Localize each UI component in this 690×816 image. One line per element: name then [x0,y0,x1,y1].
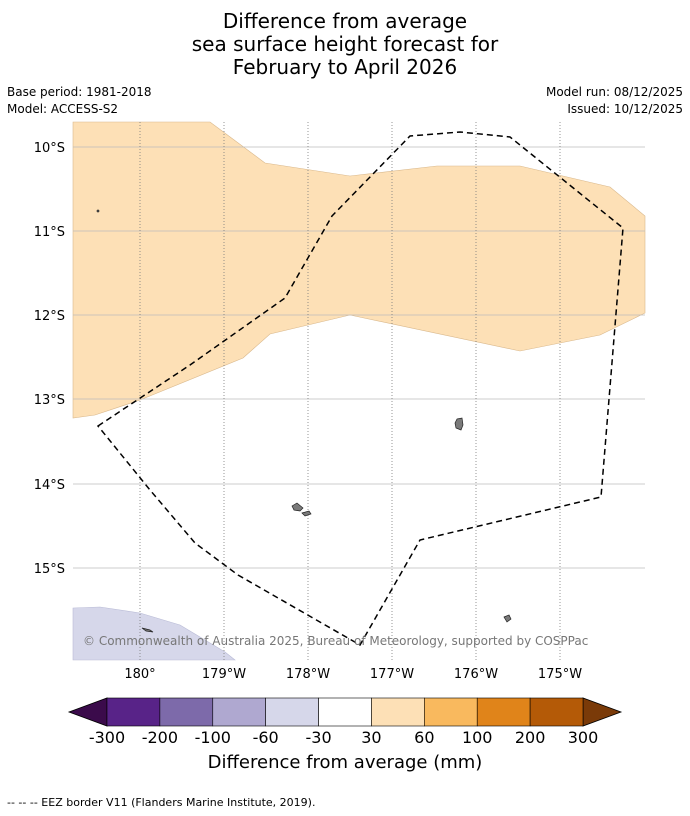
meta-right: Model run: 08/12/2025 Issued: 10/12/2025 [546,84,683,118]
colorbar-tick-label: 300 [568,728,599,745]
lat-gridlines [73,146,645,569]
colorbar-tick-label: 30 [361,728,381,745]
island-wallis [454,417,464,431]
lat-label-10s: 10°S [34,141,65,156]
lat-labels: 10°S 11°S 12°S 13°S 14°S 15°S [34,141,65,577]
title-line-3: February to April 2026 [232,55,458,79]
lat-label-15s: 15°S [34,562,65,577]
colorbar-bin-4 [318,697,372,727]
colorbar-bin-2 [212,697,266,727]
lon-label-175w: 175°W [538,667,582,682]
island-niuafoou [503,614,512,623]
anomaly-region-neg-30-60 [72,606,236,661]
model-name: Model: ACCESS-S2 [7,102,119,116]
colorbar-bin-6 [424,697,478,727]
title-line-1: Difference from average [222,9,468,33]
lat-label-14s: 14°S [34,478,65,493]
colorbar-tick-label: -300 [89,728,125,745]
colorbar-over-triangle [582,697,623,727]
eez-border [96,131,624,647]
colorbar-tick-label: -100 [195,728,231,745]
colorbar-tick-label: 60 [414,728,434,745]
lon-label-179w: 179°W [202,667,246,682]
lon-label-178w: 178°W [286,667,330,682]
colorbar-bin-7 [476,697,531,727]
base-period: Base period: 1981-2018 [7,85,152,99]
colorbar-bin-5 [371,697,425,727]
island-small [96,209,100,213]
colorbar-tick-label: -60 [253,728,279,745]
map-figure: © Commonwealth of Australia 2025, Bureau… [34,121,646,745]
eez-legend: -- -- -- EEZ border V11 (Flanders Marine… [7,796,316,809]
lon-label-176w: 176°W [454,667,498,682]
islands [96,209,512,633]
colorbar [67,697,623,727]
island-futuna [291,502,304,512]
island-alofi [301,510,312,517]
lat-label-12s: 12°S [34,309,65,324]
colorbar-tick-label: -30 [305,728,331,745]
lat-label-13s: 13°S [34,393,65,408]
lon-labels: 180° 179°W 178°W 177°W 176°W 175°W [124,667,582,682]
meta-left: Base period: 1981-2018 Model: ACCESS-S2 [7,84,152,118]
colorbar-title: Difference from average (mm) [207,752,483,773]
island-rotuma [141,627,154,633]
issued-date: Issued: 10/12/2025 [567,102,683,116]
model-run: Model run: 08/12/2025 [545,85,683,99]
copyright-text: © Commonwealth of Australia 2025, Bureau… [83,634,588,648]
colorbar-bin-8 [529,697,584,727]
lon-label-180: 180° [124,667,155,682]
colorbar-bin-3 [265,697,319,727]
colorbar-tick-label: 100 [462,728,493,745]
lat-label-11s: 11°S [34,225,65,240]
colorbar-bin-1 [159,697,214,727]
lon-label-177w: 177°W [370,667,414,682]
title-line-2: sea surface height forecast for [191,32,499,56]
colorbar-tick-label: -200 [142,728,178,745]
colorbar-ticks: -300 -200 -100 -60 -30 30 60 100 200 300 [89,728,598,745]
colorbar-tick-label: 200 [515,728,546,745]
colorbar-bin-0 [106,697,161,727]
colorbar-under-triangle [67,697,108,727]
